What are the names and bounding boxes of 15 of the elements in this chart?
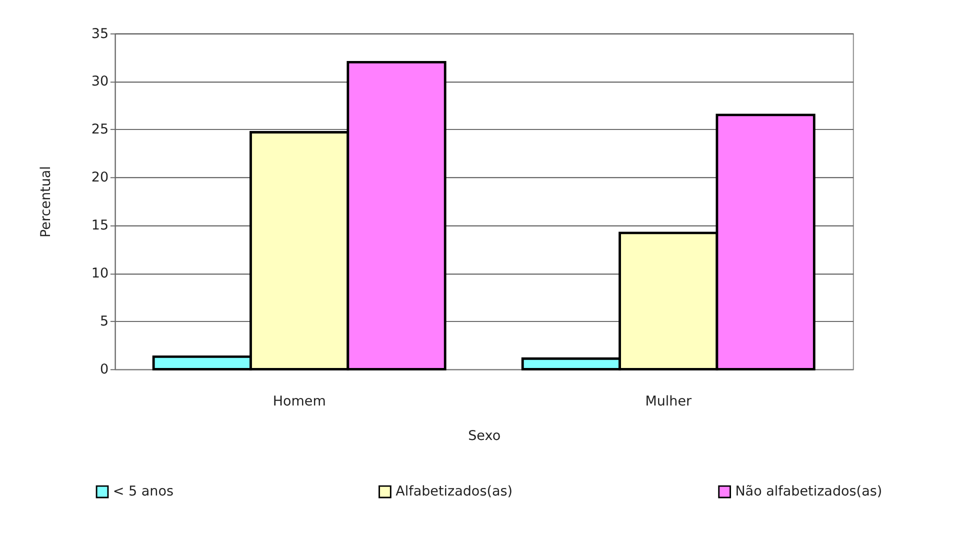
- y-tick-label: 20: [91, 170, 109, 186]
- x-tick-label: Mulher: [645, 393, 692, 410]
- y-tick-label: 15: [91, 218, 109, 234]
- legend-label: Não alfabetizados(as): [735, 484, 882, 500]
- y-tick-label: 10: [91, 266, 109, 282]
- y-tick-label: 35: [91, 26, 109, 42]
- y-tick-label: 30: [91, 74, 109, 90]
- y-tick-label: 5: [100, 314, 109, 330]
- y-tick-label: 25: [91, 122, 109, 138]
- legend-label: Alfabetizados(as): [396, 484, 513, 500]
- y-tick-label: 0: [100, 362, 109, 378]
- x-axis-title: Sexo: [468, 428, 501, 444]
- x-tick-label: Homem: [272, 393, 326, 410]
- y-axis-title: Percentual: [38, 166, 54, 238]
- legend-label: < 5 anos: [112, 484, 174, 500]
